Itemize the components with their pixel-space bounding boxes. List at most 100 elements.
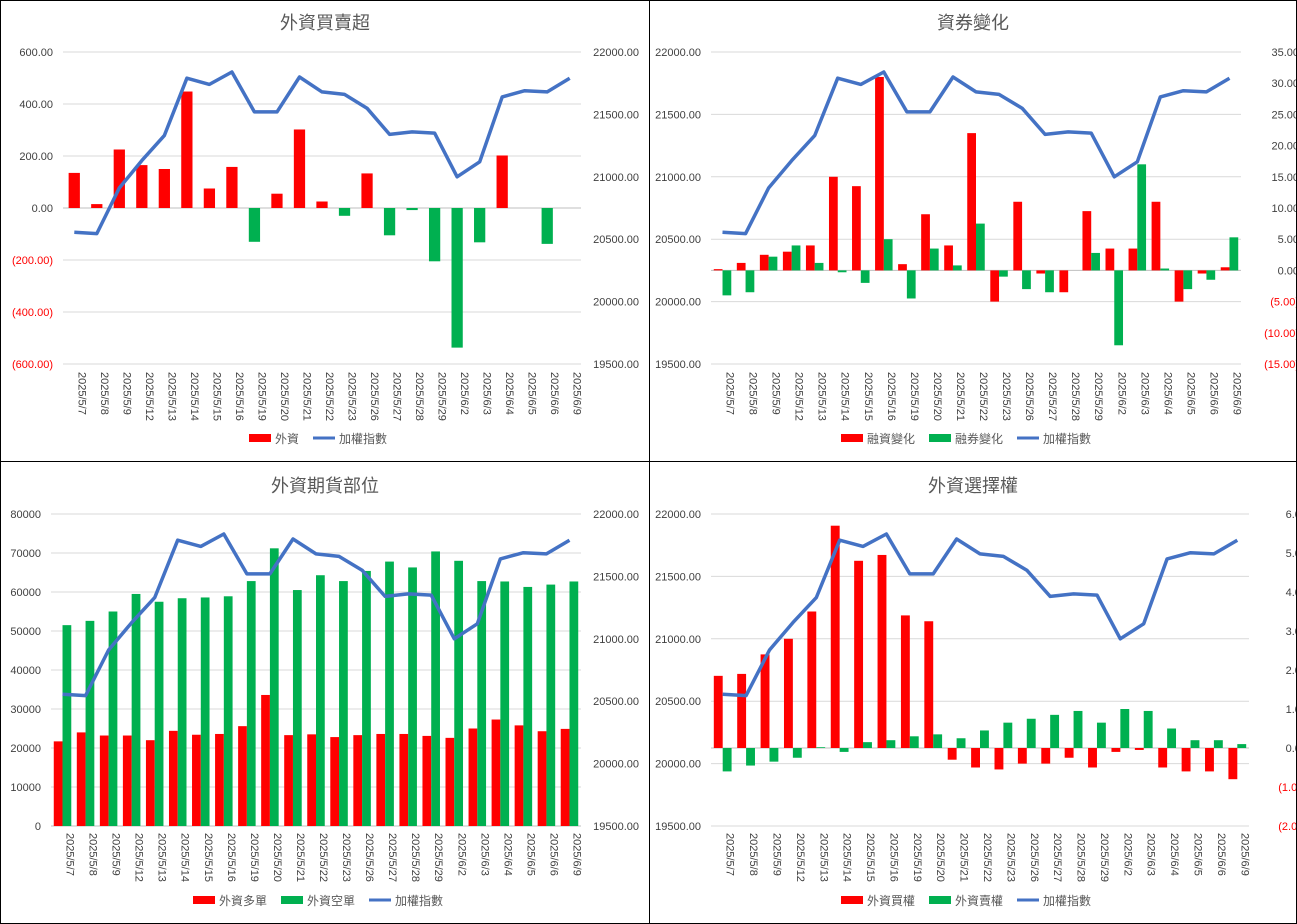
x-axis-tick-label: 2025/5/26 bbox=[368, 372, 380, 421]
bar-融券變化 bbox=[1183, 270, 1193, 290]
x-axis-tick-label: 2025/5/9 bbox=[120, 372, 132, 415]
x-axis-tick-label: 2025/6/5 bbox=[524, 833, 536, 876]
chart-panel-margin-change: 資券變化 22000.00 21500.00 21000.00 20500.00 2000… bbox=[649, 0, 1297, 462]
bar-外資賣權 bbox=[886, 740, 896, 748]
margin-short-change-chart: 資券變化 22000.00 21500.00 21000.00 20500.00 2000… bbox=[655, 13, 1296, 446]
bar-外資買權 bbox=[994, 748, 1004, 770]
left-axis-tick-label: 600.00 bbox=[19, 47, 53, 59]
bar-融資變化 bbox=[921, 214, 930, 271]
x-axis-tick-label: 2025/5/13 bbox=[816, 372, 828, 421]
bar-外資賣權 bbox=[1213, 740, 1223, 748]
bar-外資賣權 bbox=[909, 736, 919, 748]
x-axis-tick-label: 2025/6/9 bbox=[1230, 372, 1242, 415]
chart-panel-foreign-net-buy: 外資買賣超 600.00 400.00 200.00 0.00 (200.00) (400.… bbox=[0, 0, 650, 462]
bar-外資賣權 bbox=[1237, 744, 1247, 748]
bar-外資 bbox=[474, 208, 486, 243]
x-axis-tick-label: 2025/6/2 bbox=[1121, 833, 1133, 876]
x-axis-tick-label: 2025/5/22 bbox=[317, 833, 329, 882]
x-axis-tick-label: 2025/5/29 bbox=[432, 833, 444, 882]
right-axis-tick-label: 2.00 bbox=[1286, 665, 1296, 677]
right-axis-tick-label: 20500.00 bbox=[593, 234, 639, 246]
x-axis-tick-label: 2025/5/20 bbox=[271, 833, 283, 882]
x-axis-tick-label: 2025/5/26 bbox=[1023, 372, 1035, 421]
left-axis-tick-label: 19500.00 bbox=[655, 359, 701, 371]
bar-融券變化 bbox=[883, 239, 893, 271]
left-axis-tick-label: 22000.00 bbox=[655, 47, 701, 59]
bar-外資 bbox=[91, 204, 103, 208]
bar-外資買權 bbox=[1205, 748, 1214, 772]
x-axis-tick-label: 2025/5/23 bbox=[340, 833, 352, 882]
bar-外資空單 bbox=[154, 601, 164, 826]
bar-外資多單 bbox=[560, 728, 570, 826]
x-axis-tick-label: 2025/5/15 bbox=[862, 372, 874, 421]
left-axis-tick-label: 20500.00 bbox=[655, 696, 701, 708]
bar-外資多單 bbox=[145, 740, 155, 826]
x-axis-tick-label: 2025/5/27 bbox=[1046, 372, 1058, 421]
x-axis-tick-label: 2025/6/3 bbox=[481, 372, 493, 415]
right-axis-tick-label: 35.00 bbox=[1271, 47, 1296, 59]
bar-外資空單 bbox=[385, 561, 394, 826]
bar-融資變化 bbox=[967, 133, 976, 271]
legend-label: 外資賣權 bbox=[955, 893, 1003, 908]
bar-外資空單 bbox=[431, 551, 440, 826]
bar-外資多單 bbox=[76, 732, 86, 826]
bar-融券變化 bbox=[1206, 270, 1216, 280]
x-axis-tick-label: 2025/5/23 bbox=[1004, 833, 1016, 882]
bar-融券變化 bbox=[999, 270, 1008, 277]
bar-融資變化 bbox=[736, 262, 746, 271]
x-axis-tick-label: 2025/6/4 bbox=[501, 833, 513, 876]
left-axis-tick-label: 21500.00 bbox=[655, 571, 701, 583]
legend-swatch bbox=[841, 434, 863, 442]
x-axis-tick-label: 2025/6/2 bbox=[458, 372, 470, 415]
bar-外資空單 bbox=[246, 581, 256, 826]
index-line bbox=[722, 70, 1231, 236]
x-axis-tick-label: 2025/5/12 bbox=[133, 833, 145, 882]
legend-label: 加權指數 bbox=[339, 431, 387, 446]
bar-外資空單 bbox=[200, 597, 210, 826]
x-axis-tick-label: 2025/5/7 bbox=[724, 833, 736, 876]
bar-外資多單 bbox=[168, 730, 178, 826]
left-axis-tick-label: 20000.00 bbox=[655, 759, 701, 771]
right-axis-tick-label: 0.00 bbox=[1286, 743, 1296, 755]
bar-融資變化 bbox=[875, 76, 884, 271]
x-axis-tick-label: 2025/5/21 bbox=[294, 833, 306, 882]
x-axis-tick-label: 2025/6/3 bbox=[1138, 372, 1150, 415]
left-axis-tick-label: 400.00 bbox=[19, 99, 53, 111]
left-axis-tick-label: 22000.00 bbox=[655, 509, 701, 521]
bar-融券變化 bbox=[976, 223, 985, 271]
bar-外資買權 bbox=[1088, 748, 1097, 768]
bar-外資 bbox=[428, 208, 441, 262]
bar-融券變化 bbox=[860, 270, 870, 283]
chart-panel-foreign-options: 外資選擇權 22000.00 21500.00 21000.00 20500.00 200… bbox=[649, 461, 1297, 924]
bar-外資買權 bbox=[854, 560, 864, 748]
bar-外資買權 bbox=[1134, 748, 1144, 750]
bar-外資買權 bbox=[1228, 748, 1238, 780]
chart-title: 外資期貨部位 bbox=[271, 476, 379, 497]
bar-外資賣權 bbox=[863, 742, 872, 748]
right-axis-tick-label: (15.00) bbox=[1264, 359, 1296, 371]
bar-融券變化 bbox=[791, 245, 801, 271]
bar-融資變化 bbox=[1197, 270, 1207, 274]
bar-融券變化 bbox=[745, 270, 755, 293]
index-line bbox=[74, 70, 571, 236]
legend-label: 加權指數 bbox=[395, 893, 443, 908]
bar-外資買權 bbox=[1041, 748, 1051, 764]
bar-融資變化 bbox=[805, 245, 815, 271]
x-axis-tick-label: 2025/5/9 bbox=[110, 833, 122, 876]
x-axis-tick-label: 2025/5/13 bbox=[165, 372, 177, 421]
bar-外資賣權 bbox=[1190, 740, 1200, 748]
bar-外資空單 bbox=[131, 593, 141, 826]
x-axis-tick-label: 2025/6/9 bbox=[1238, 833, 1250, 876]
x-axis-tick-label: 2025/6/5 bbox=[1192, 833, 1204, 876]
x-axis-tick-label: 2025/5/12 bbox=[143, 372, 155, 421]
x-axis-tick-label: 2025/5/22 bbox=[977, 372, 989, 421]
x-axis-tick-label: 2025/6/6 bbox=[1207, 372, 1219, 415]
bar-外資多單 bbox=[53, 741, 63, 826]
bar-融資變化 bbox=[1013, 201, 1023, 271]
x-axis-tick-label: 2025/5/27 bbox=[1051, 833, 1063, 882]
bar-外資空單 bbox=[546, 584, 556, 826]
bar-外資 bbox=[361, 173, 373, 208]
x-axis-tick-label: 2025/6/5 bbox=[1184, 372, 1196, 415]
bar-外資空單 bbox=[477, 581, 487, 826]
x-axis-tick-label: 2025/5/16 bbox=[233, 372, 245, 421]
